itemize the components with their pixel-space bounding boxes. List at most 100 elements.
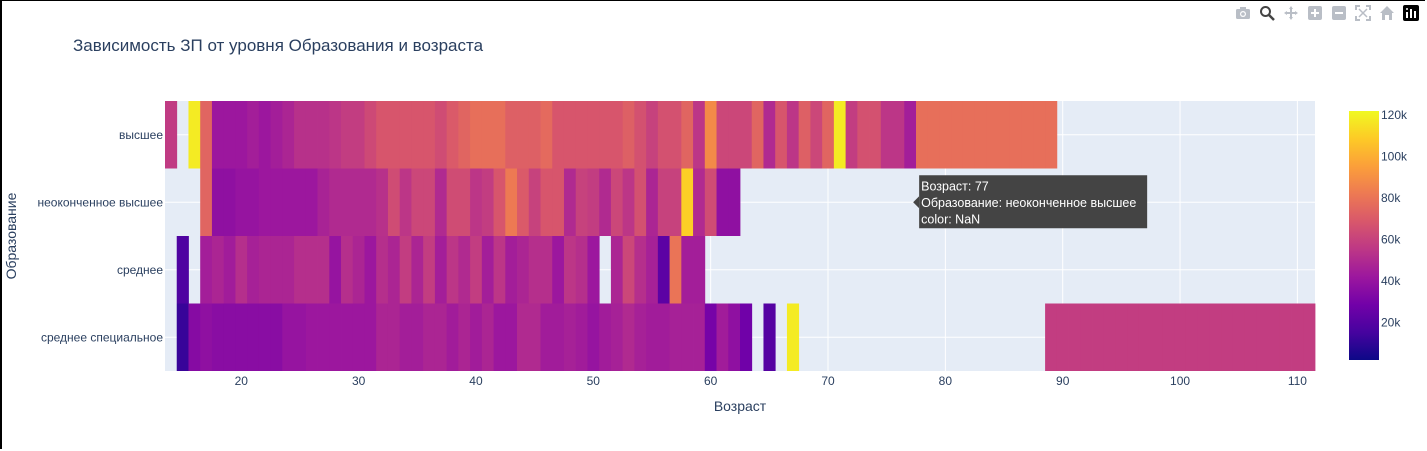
heatmap-cell[interactable]	[1009, 101, 1023, 169]
heatmap-cell[interactable]	[1068, 303, 1081, 372]
heatmap-cell[interactable]	[575, 236, 588, 304]
heatmap-cell[interactable]	[176, 236, 189, 304]
heatmap-cell[interactable]	[740, 303, 753, 372]
heatmap-cell[interactable]	[505, 168, 518, 237]
heatmap-cell[interactable]	[681, 101, 694, 169]
heatmap-cell[interactable]	[575, 101, 588, 169]
heatmap-cell[interactable]	[364, 168, 377, 237]
heatmap-cell[interactable]	[235, 101, 248, 169]
heatmap-cell[interactable]	[998, 101, 1011, 169]
heatmap-cell[interactable]	[693, 168, 706, 237]
heatmap-cell[interactable]	[446, 168, 459, 237]
heatmap-cell[interactable]	[716, 303, 729, 372]
heatmap-cell[interactable]	[704, 101, 717, 169]
heatmap-cell[interactable]	[493, 168, 506, 237]
heatmap-cell[interactable]	[704, 168, 717, 237]
heatmap-cell[interactable]	[587, 303, 600, 372]
heatmap-cell[interactable]	[1303, 303, 1316, 372]
heatmap-cell[interactable]	[693, 101, 706, 169]
heatmap-cell[interactable]	[235, 303, 248, 372]
heatmap-cell[interactable]	[1033, 101, 1046, 169]
heatmap-cell[interactable]	[411, 168, 424, 237]
heatmap-cell[interactable]	[282, 236, 295, 304]
heatmap-cell[interactable]	[481, 101, 494, 169]
heatmap-cell[interactable]	[1279, 303, 1292, 372]
heatmap-cell[interactable]	[657, 101, 670, 169]
heatmap-cell[interactable]	[552, 168, 565, 237]
heatmap-cell[interactable]	[1092, 303, 1105, 372]
heatmap-cell[interactable]	[587, 101, 600, 169]
heatmap-cell[interactable]	[540, 168, 553, 237]
zoom-in-icon[interactable]	[1305, 4, 1325, 22]
heatmap-cell[interactable]	[481, 303, 494, 372]
heatmap-cell[interactable]	[610, 168, 624, 237]
heatmap-cell[interactable]	[587, 236, 600, 304]
heatmap-cell[interactable]	[329, 303, 342, 372]
heatmap-cell[interactable]	[317, 168, 330, 237]
camera-icon[interactable]	[1233, 4, 1253, 22]
heatmap-cell[interactable]	[599, 168, 612, 237]
heatmap-cell[interactable]	[622, 303, 635, 372]
heatmap-cell[interactable]	[235, 168, 248, 237]
heatmap-cell[interactable]	[294, 303, 307, 372]
heatmap-cell[interactable]	[329, 168, 342, 237]
heatmap-cell[interactable]	[1232, 303, 1245, 372]
heatmap-cell[interactable]	[200, 168, 213, 237]
heatmap-cell[interactable]	[294, 168, 307, 237]
heatmap-cell[interactable]	[775, 101, 788, 169]
heatmap-cell[interactable]	[610, 236, 624, 304]
heatmap-cell[interactable]	[505, 101, 518, 169]
heatmap-cell[interactable]	[423, 101, 436, 169]
heatmap-cell[interactable]	[247, 236, 260, 304]
heatmap-cell[interactable]	[423, 303, 436, 372]
heatmap-cell[interactable]	[317, 236, 330, 304]
heatmap-cell[interactable]	[399, 236, 412, 304]
heatmap-cell[interactable]	[563, 236, 577, 304]
heatmap-cell[interactable]	[1174, 303, 1187, 372]
heatmap-cell[interactable]	[693, 236, 706, 304]
heatmap-cell[interactable]	[951, 101, 964, 169]
heatmap-cell[interactable]	[740, 101, 753, 169]
heatmap-cell[interactable]	[458, 236, 471, 304]
heatmap-cell[interactable]	[387, 168, 401, 237]
heatmap-cell[interactable]	[270, 236, 283, 304]
heatmap-cell[interactable]	[669, 236, 682, 304]
heatmap-cell[interactable]	[294, 101, 307, 169]
heatmap-cell[interactable]	[470, 168, 483, 237]
heatmap-cell[interactable]	[317, 101, 330, 169]
heatmap-cell[interactable]	[657, 168, 670, 237]
heatmap-cell[interactable]	[528, 303, 541, 372]
heatmap-cell[interactable]	[446, 303, 459, 372]
heatmap-cell[interactable]	[376, 303, 389, 372]
heatmap-cell[interactable]	[1080, 303, 1093, 372]
heatmap-cell[interactable]	[716, 101, 729, 169]
heatmap-cell[interactable]	[200, 303, 213, 372]
heatmap-cell[interactable]	[622, 168, 635, 237]
heatmap-cell[interactable]	[305, 236, 318, 304]
heatmap-cell[interactable]	[364, 236, 377, 304]
heatmap-cell[interactable]	[646, 303, 659, 372]
heatmap-cell[interactable]	[669, 168, 682, 237]
heatmap-cell[interactable]	[681, 236, 694, 304]
heatmap-cell[interactable]	[470, 101, 483, 169]
heatmap-cell[interactable]	[563, 168, 577, 237]
heatmap-cell[interactable]	[1256, 303, 1269, 372]
reset-axes-icon[interactable]	[1377, 4, 1397, 22]
heatmap-cell[interactable]	[728, 101, 741, 169]
heatmap-cell[interactable]	[1268, 303, 1281, 372]
heatmap-cell[interactable]	[470, 236, 483, 304]
heatmap-cell[interactable]	[294, 236, 307, 304]
heatmap-cell[interactable]	[728, 303, 741, 372]
heatmap-cell[interactable]	[387, 101, 401, 169]
heatmap-cell[interactable]	[165, 101, 178, 169]
heatmap-cell[interactable]	[341, 303, 354, 372]
heatmap-cell[interactable]	[493, 101, 506, 169]
heatmap-cell[interactable]	[892, 101, 905, 169]
heatmap-cell[interactable]	[458, 303, 471, 372]
heatmap-cell[interactable]	[1209, 303, 1222, 372]
heatmap-cell[interactable]	[188, 101, 201, 169]
pan-icon[interactable]	[1281, 4, 1301, 22]
heatmap-cell[interactable]	[446, 101, 459, 169]
zoom-icon[interactable]	[1257, 4, 1277, 22]
heatmap-cell[interactable]	[188, 303, 201, 372]
